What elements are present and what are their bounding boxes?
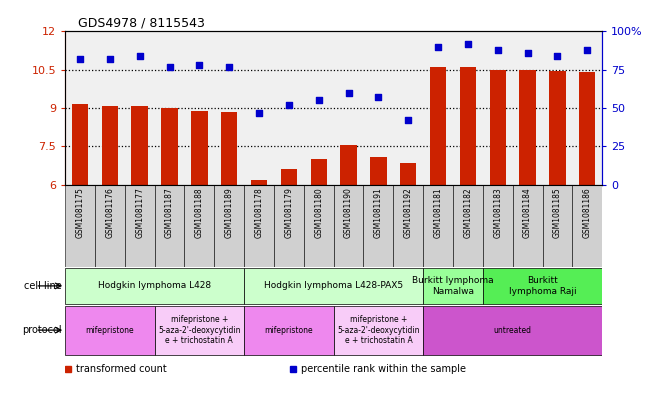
Point (224, 64, 234, 70)
Bar (244, 185, 274, 267)
Point (135, 53, 145, 59)
Bar (334, 306, 423, 354)
Bar (430, 67, 447, 185)
Bar (483, 268, 602, 304)
Point (75, 56, 85, 62)
Point (343, 90, 353, 96)
Bar (423, 268, 483, 304)
Bar (65, 306, 155, 354)
Bar (513, 185, 542, 267)
Bar (221, 112, 238, 185)
Bar (363, 185, 393, 267)
Text: GSM1081181: GSM1081181 (434, 187, 443, 238)
Bar (184, 185, 214, 267)
Bar (579, 72, 596, 185)
Text: GSM1081187: GSM1081187 (165, 187, 174, 238)
Bar (490, 70, 506, 185)
Point (254, 110, 264, 116)
Bar (95, 185, 125, 267)
Bar (132, 105, 148, 185)
Bar (483, 185, 513, 267)
Point (194, 62, 204, 68)
Bar (572, 185, 602, 267)
Text: GSM1081175: GSM1081175 (76, 187, 85, 238)
Bar (304, 185, 334, 267)
Point (552, 53, 562, 59)
Text: GSM1081190: GSM1081190 (344, 187, 353, 238)
Text: GSM1081179: GSM1081179 (284, 187, 294, 238)
Text: mifepristone: mifepristone (85, 326, 134, 334)
Bar (400, 163, 417, 185)
Bar (251, 180, 268, 185)
Text: mifepristone +
5-aza-2'-deoxycytidin
e + trichostatin A: mifepristone + 5-aza-2'-deoxycytidin e +… (158, 315, 241, 345)
Point (314, 97, 324, 103)
Text: GSM1081177: GSM1081177 (135, 187, 144, 238)
Text: Hodgkin lymphoma L428: Hodgkin lymphoma L428 (98, 281, 211, 290)
Text: Hodgkin lymphoma L428-PAX5: Hodgkin lymphoma L428-PAX5 (264, 281, 403, 290)
Text: GSM1081192: GSM1081192 (404, 187, 413, 238)
Point (522, 50, 533, 56)
Bar (161, 108, 178, 185)
Bar (274, 185, 304, 267)
Text: GSM1081188: GSM1081188 (195, 187, 204, 238)
Text: Burkitt
lymphoma Raji: Burkitt lymphoma Raji (508, 276, 576, 296)
Text: GDS4978 / 8115543: GDS4978 / 8115543 (78, 17, 205, 29)
Bar (214, 185, 244, 267)
Point (403, 117, 413, 123)
Text: transformed count: transformed count (76, 364, 167, 374)
Bar (281, 169, 297, 185)
Point (164, 64, 174, 70)
Bar (340, 145, 357, 185)
Bar (549, 71, 566, 185)
Text: mifepristone: mifepristone (264, 326, 313, 334)
Point (463, 40, 473, 47)
Point (373, 94, 383, 101)
Text: percentile rank within the sample: percentile rank within the sample (301, 364, 466, 374)
Bar (244, 268, 423, 304)
Bar (370, 156, 387, 185)
Text: mifepristone +
5-aza-2'-deoxycytidin
e + trichostatin A: mifepristone + 5-aza-2'-deoxycytidin e +… (337, 315, 420, 345)
Bar (460, 67, 476, 185)
Point (433, 44, 443, 50)
Text: GSM1081191: GSM1081191 (374, 187, 383, 238)
Text: cell line: cell line (24, 281, 62, 291)
Bar (72, 104, 89, 185)
Bar (423, 306, 602, 354)
Bar (191, 110, 208, 185)
Text: protocol: protocol (22, 325, 62, 335)
Bar (65, 268, 244, 304)
Text: GSM1081182: GSM1081182 (464, 187, 473, 238)
Bar (393, 185, 423, 267)
Bar (125, 185, 155, 267)
Text: GSM1081180: GSM1081180 (314, 187, 323, 238)
Text: GSM1081178: GSM1081178 (255, 187, 264, 238)
Text: GSM1081183: GSM1081183 (493, 187, 502, 238)
Text: untreated: untreated (493, 326, 532, 334)
Text: GSM1081184: GSM1081184 (523, 187, 532, 238)
Text: GSM1081185: GSM1081185 (553, 187, 562, 238)
Point (105, 56, 115, 62)
Bar (311, 159, 327, 185)
Point (284, 102, 294, 108)
Text: GSM1081189: GSM1081189 (225, 187, 234, 238)
Bar (155, 306, 244, 354)
Point (493, 47, 503, 53)
Text: Burkitt lymphoma
Namalwa: Burkitt lymphoma Namalwa (412, 276, 494, 296)
Bar (244, 306, 334, 354)
Bar (155, 185, 184, 267)
Bar (453, 185, 483, 267)
Bar (102, 105, 118, 185)
Text: GSM1081176: GSM1081176 (105, 187, 115, 238)
Text: GSM1081186: GSM1081186 (583, 187, 592, 238)
Bar (519, 70, 536, 185)
Point (582, 47, 592, 53)
Bar (65, 185, 95, 267)
Bar (542, 185, 572, 267)
Bar (423, 185, 453, 267)
Bar (334, 185, 363, 267)
